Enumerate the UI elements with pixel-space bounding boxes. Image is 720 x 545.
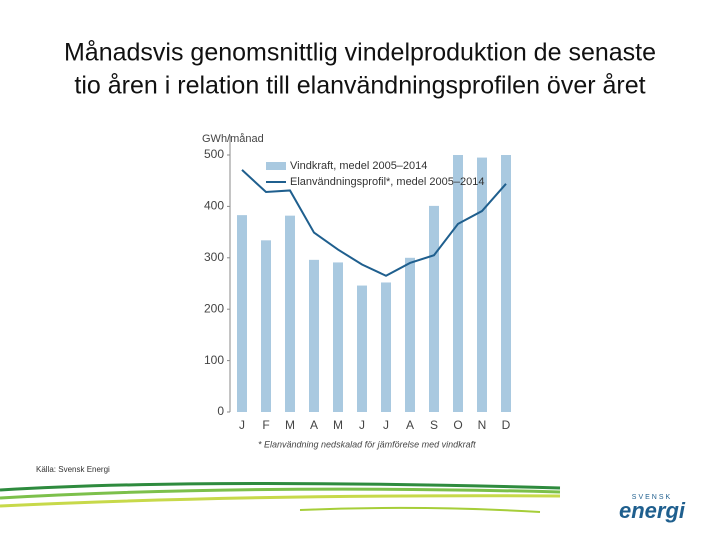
- x-tick-label: J: [359, 418, 365, 432]
- y-tick-label: 0: [217, 404, 224, 418]
- bar: [333, 262, 343, 412]
- legend-label: Elanvändningsprofil*, medel 2005–2014: [290, 176, 484, 188]
- y-tick-label: 300: [204, 250, 224, 264]
- source: Källa: Svensk Energi: [36, 465, 110, 474]
- bar: [309, 259, 319, 412]
- x-tick-label: A: [406, 418, 414, 432]
- x-tick-label: A: [310, 418, 318, 432]
- bar: [381, 282, 391, 412]
- bar: [429, 205, 439, 412]
- y-tick-label: 500: [204, 147, 224, 161]
- logo-main: energi: [619, 498, 686, 523]
- logo-top: SVENSK: [632, 494, 672, 501]
- title-line: Månadsvis genomsnittlig vindelproduktion…: [64, 39, 656, 67]
- x-tick-label: O: [453, 418, 462, 432]
- x-tick-label: J: [383, 418, 389, 432]
- bar: [477, 157, 487, 412]
- legend-label: Vindkraft, medel 2005–2014: [290, 160, 427, 172]
- x-tick-label: S: [430, 418, 438, 432]
- bar: [285, 215, 295, 412]
- decor-swoosh: [0, 481, 561, 513]
- y-tick-label: 200: [204, 301, 224, 315]
- bar: [261, 240, 271, 412]
- x-tick-label: J: [239, 418, 245, 432]
- y-tick-label: 400: [204, 199, 224, 213]
- bar: [405, 257, 415, 412]
- footnote: * Elanvändning nedskalad för jämförelse …: [258, 439, 476, 449]
- y-tick-label: 100: [204, 353, 224, 367]
- bar: [453, 155, 463, 412]
- legend-swatch: [266, 162, 286, 170]
- x-tick-label: N: [478, 418, 487, 432]
- bar: [501, 155, 511, 412]
- bar: [237, 215, 247, 412]
- line: [241, 169, 507, 277]
- bar: [357, 285, 367, 412]
- x-tick-label: M: [333, 418, 343, 432]
- title-line: tio åren i relation till elanvändningspr…: [74, 72, 645, 100]
- x-tick-label: D: [502, 418, 511, 432]
- x-tick-label: F: [262, 418, 269, 432]
- y-axis-label: GWh/månad: [202, 133, 264, 145]
- x-tick-label: M: [285, 418, 295, 432]
